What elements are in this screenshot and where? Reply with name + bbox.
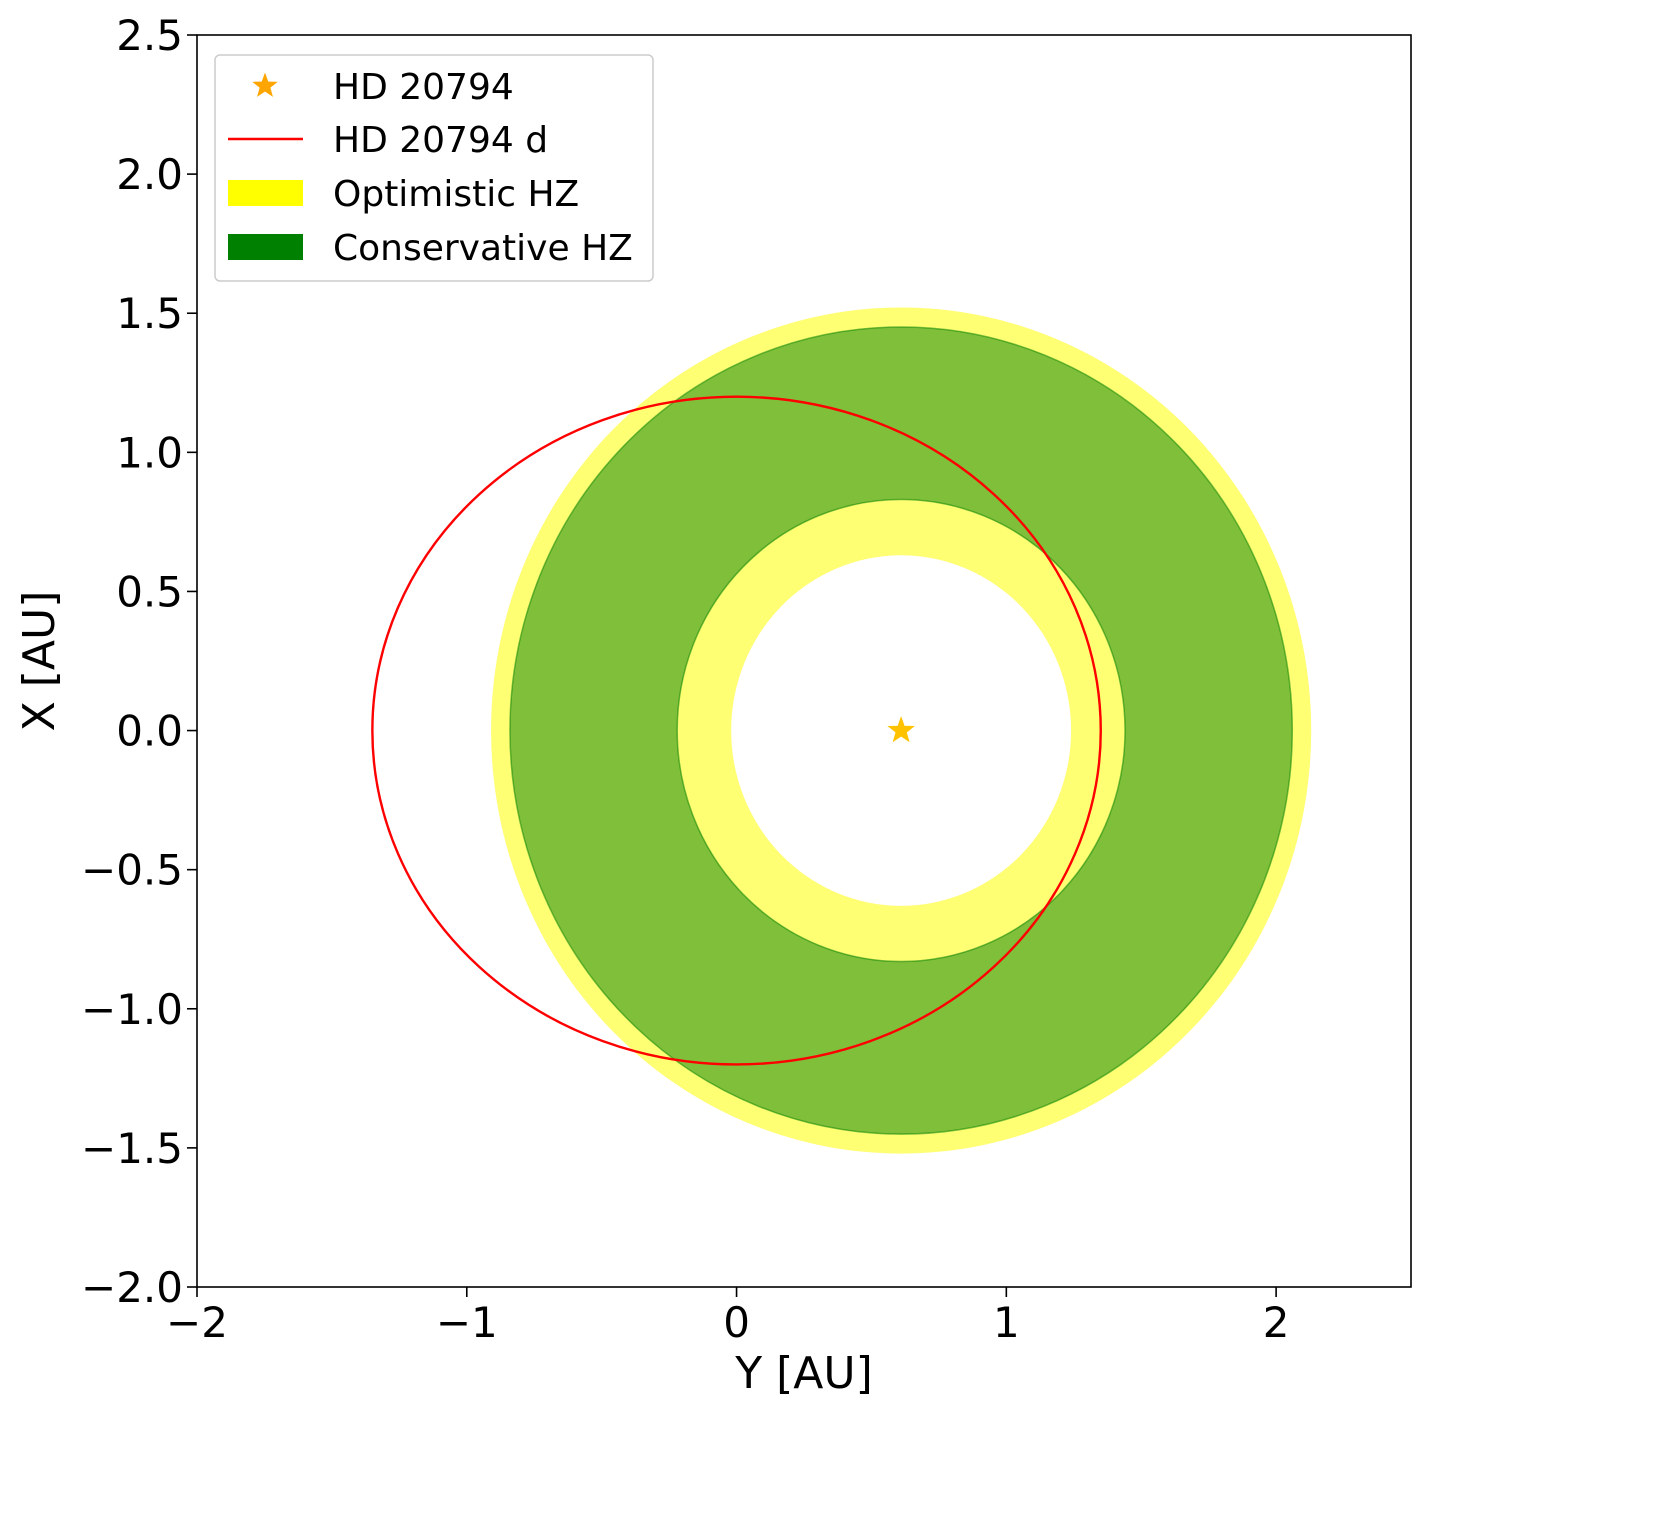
y-tick-label: 1.5 (116, 289, 183, 338)
planet-orbit-line (371, 395, 1102, 1066)
y-tick-label: −1.5 (81, 1124, 183, 1173)
x-tick-label: −1 (436, 1298, 498, 1347)
y-tick-label: −2.0 (81, 1263, 183, 1312)
axis-ticks: −2 −1 0 1 2 −2.0 −1.5 −1.0 −0.5 0.0 0.5 1.0 1.5 2.0 2.… (81, 11, 1289, 1347)
y-axis-label: X [AU] (14, 591, 65, 732)
y-tick-label: 0.0 (116, 707, 183, 756)
legend-hz-swatch-icon (228, 234, 303, 260)
x-axis-label: Y [AU] (734, 1348, 873, 1399)
y-tick-label: 1.0 (116, 428, 183, 477)
x-tick-label: −2 (166, 1298, 228, 1347)
legend-hz-swatch-icon (228, 180, 303, 206)
legend-star-icon (252, 72, 278, 97)
legend-label: Conservative HZ (333, 228, 633, 269)
y-tick-label: −1.0 (81, 985, 183, 1034)
y-tick-label: −0.5 (81, 846, 183, 895)
legend-label: HD 20794 (333, 67, 514, 108)
legend: HD 20794 HD 20794 d Optimistic HZ Conservat… (214, 54, 654, 282)
conservative-hz-annulus (509, 326, 1294, 1135)
x-tick-label: 2 (1263, 1298, 1290, 1347)
y-tick-label: 2.0 (116, 150, 183, 199)
legend-label: Optimistic HZ (333, 174, 579, 215)
legend-label: HD 20794 d (333, 120, 548, 161)
data-layer (371, 307, 1312, 1154)
legend-frame (214, 54, 654, 282)
x-tick-label: 0 (723, 1298, 750, 1347)
x-tick-label: 1 (993, 1298, 1020, 1347)
y-tick-label: 2.5 (116, 11, 183, 60)
y-tick-label: 0.5 (116, 567, 183, 616)
host-star-marker (887, 716, 915, 743)
plot-frame (196, 34, 1412, 1288)
